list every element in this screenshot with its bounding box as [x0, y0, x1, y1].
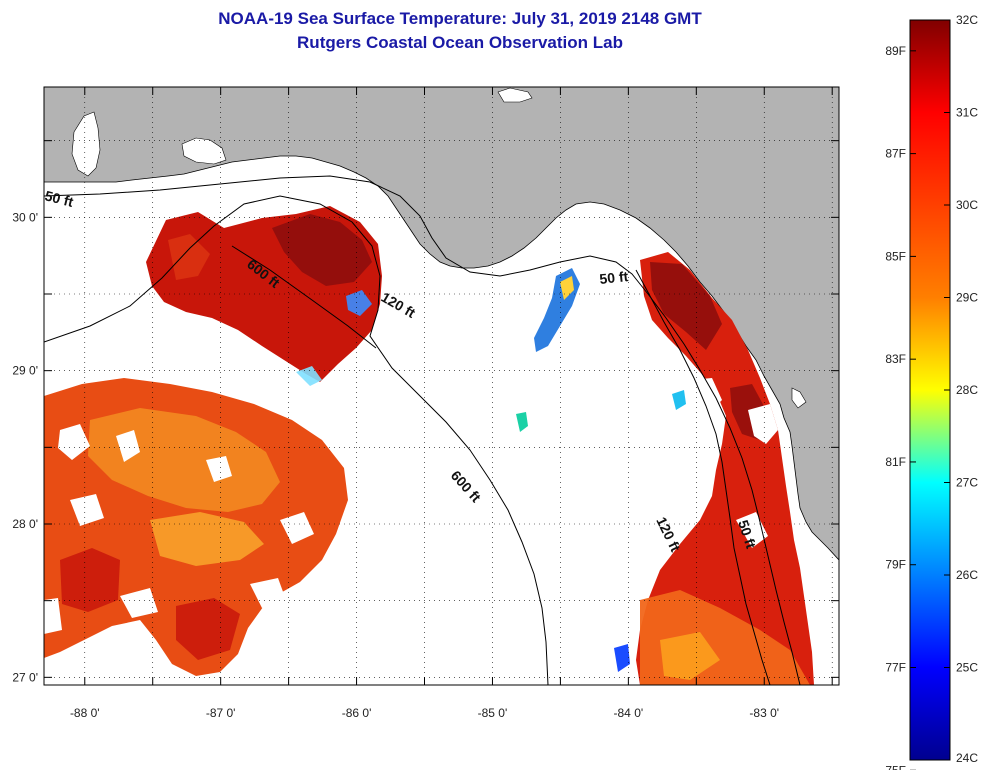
colorbar-c-label: 26C [956, 568, 978, 582]
lat-tick-label: 30 0' [12, 210, 38, 224]
colorbar-f-label: 87F [885, 147, 906, 161]
map-frame [43, 86, 840, 686]
lon-tick-label: -83 0' [749, 706, 779, 720]
land-mass [44, 87, 839, 561]
colorbar-f-label: 81F [885, 455, 906, 469]
map-subtitle: Rutgers Coastal Ocean Observation Lab [297, 33, 623, 52]
lon-tick-label: -87 0' [206, 706, 236, 720]
colorbar-c-label: 30C [956, 198, 978, 212]
contour-label-50ft-bigbend: 50 ft [599, 268, 630, 287]
colorbar-f-label: 83F [885, 352, 906, 366]
colorbar-f-label: 85F [885, 249, 906, 263]
colorbar-f-label: 79F [885, 558, 906, 572]
colorbar-c-label: 32C [956, 13, 978, 27]
sst-patch-east [636, 252, 814, 685]
colorbar-f-label: 77F [885, 661, 906, 675]
colorbar-ticks: 32C 31C 30C 29C 28C 27C 26C 25C 24C 89F 87F 85F 83F 8… [885, 13, 978, 770]
bathymetry-contours [44, 175, 801, 685]
lon-tick-label: -85 0' [478, 706, 508, 720]
lat-tick-label: 28 0' [12, 517, 38, 531]
colorbar-c-label: 25C [956, 661, 978, 675]
lat-tick-label: 27 0' [12, 670, 38, 684]
lat-tick-label: 29 0' [12, 364, 38, 378]
colorbar-f-label: 75F [885, 763, 906, 770]
contour-label-50ft-west: 50 ft [43, 187, 75, 210]
axis-ticks: -88 0' -87 0' -86 0' -85 0' -84 0' -83 0' 30 0… [12, 87, 839, 720]
colorbar-c-label: 31C [956, 106, 978, 120]
colorbar-c-label: 29C [956, 291, 978, 305]
colorbar-c-label: 24C [956, 751, 978, 765]
colorbar-c-label: 28C [956, 383, 978, 397]
colorbar-c-label: 27C [956, 476, 978, 490]
colorbar-f-label: 89F [885, 44, 906, 58]
colorbar [909, 19, 951, 761]
lon-tick-label: -88 0' [70, 706, 100, 720]
lon-tick-label: -86 0' [342, 706, 372, 720]
map-title: NOAA-19 Sea Surface Temperature: July 31… [218, 9, 702, 28]
lon-tick-label: -84 0' [614, 706, 644, 720]
